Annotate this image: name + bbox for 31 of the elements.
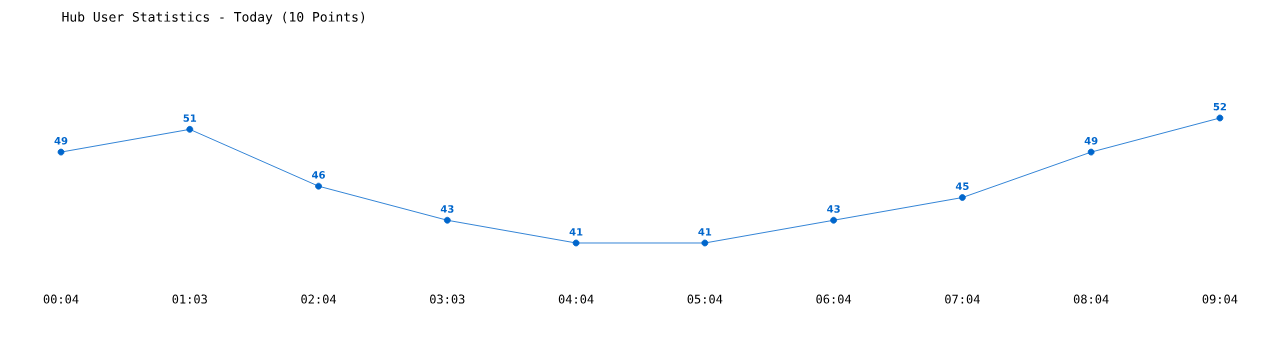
x-tick-label: 06:04 [816,294,852,304]
x-tick-label: 08:04 [1073,294,1109,304]
x-tick-label: 05:04 [687,294,723,304]
x-tick-label: 09:04 [1202,294,1238,304]
data-label: 49 [1084,136,1098,145]
point [1087,148,1095,156]
data-label: 41 [569,228,583,236]
data-label: 41 [698,228,712,236]
data-label: 45 [955,182,969,190]
point [315,182,322,190]
x-tick-label: 02:04 [301,294,337,304]
x-tick-label: 07:04 [945,294,980,304]
data-label: 52 [1213,102,1226,111]
point [958,194,966,201]
x-tick-label: 03:03 [430,294,465,304]
point [572,239,580,247]
data-label: 46 [312,171,325,179]
data-label: 49 [54,136,68,145]
point [830,216,838,224]
data-label: 43 [440,205,454,213]
point [443,216,451,224]
x-tick-label: 04:04 [558,294,594,304]
data-label: 43 [827,205,840,213]
chart-title: Hub User Statistics - Today (10 Points) [62,11,365,25]
x-tick-label: 01:03 [172,294,207,304]
point [1216,114,1224,122]
point [701,239,709,247]
x-tick-label: 00:04 [43,294,79,304]
data-label: 51 [183,114,197,122]
point [57,148,65,156]
point [186,125,194,133]
